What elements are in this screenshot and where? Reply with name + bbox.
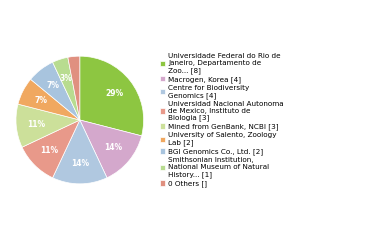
Wedge shape — [80, 56, 144, 136]
Text: 14%: 14% — [71, 159, 89, 168]
Wedge shape — [52, 120, 107, 184]
Text: 11%: 11% — [27, 120, 46, 129]
Text: 7%: 7% — [47, 81, 60, 90]
Wedge shape — [16, 104, 80, 147]
Text: 11%: 11% — [40, 146, 58, 155]
Wedge shape — [68, 56, 80, 120]
Wedge shape — [31, 62, 80, 120]
Text: 7%: 7% — [35, 96, 48, 105]
Wedge shape — [18, 79, 80, 120]
Text: 3%: 3% — [60, 74, 73, 83]
Wedge shape — [22, 120, 80, 178]
Text: 29%: 29% — [105, 89, 123, 98]
Legend: Universidade Federal do Rio de
Janeiro, Departamento de
Zoo... [8], Macrogen, Ko: Universidade Federal do Rio de Janeiro, … — [160, 53, 284, 187]
Wedge shape — [52, 57, 80, 120]
Text: 14%: 14% — [104, 143, 122, 152]
Wedge shape — [80, 120, 142, 178]
